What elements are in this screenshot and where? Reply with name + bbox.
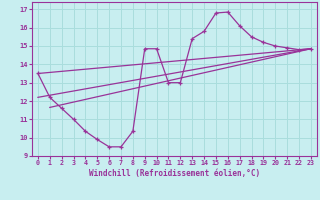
X-axis label: Windchill (Refroidissement éolien,°C): Windchill (Refroidissement éolien,°C) [89, 169, 260, 178]
